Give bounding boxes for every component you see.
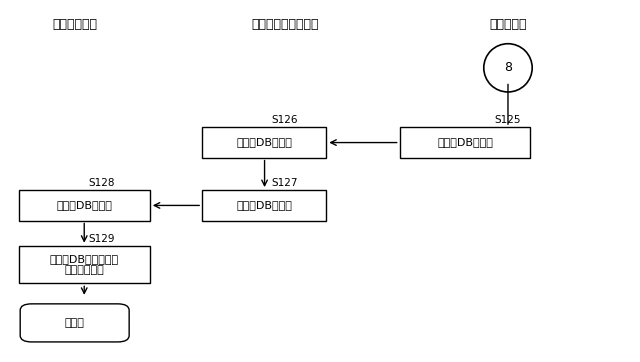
Text: 携帯端末装置: 携帯端末装置: [52, 17, 97, 30]
Text: S128: S128: [89, 178, 115, 188]
Text: S125: S125: [495, 115, 521, 125]
Text: 端末数DBを出力: 端末数DBを出力: [236, 200, 292, 210]
Text: 端末数DBを取得: 端末数DBを取得: [236, 138, 292, 147]
FancyBboxPatch shape: [399, 127, 531, 157]
FancyBboxPatch shape: [19, 246, 150, 283]
Text: S127: S127: [272, 178, 298, 188]
Text: 端末数DBを取得: 端末数DBを取得: [56, 200, 113, 210]
Text: S129: S129: [89, 234, 115, 244]
Text: 端末数DBを出力: 端末数DBを出力: [437, 138, 493, 147]
FancyBboxPatch shape: [19, 190, 150, 220]
Text: サーバ装置: サーバ装置: [489, 17, 527, 30]
FancyBboxPatch shape: [202, 127, 326, 157]
Text: エンド: エンド: [65, 318, 84, 328]
Text: コンテンツ出力装置: コンテンツ出力装置: [252, 17, 319, 30]
FancyBboxPatch shape: [20, 304, 129, 342]
Text: S126: S126: [272, 115, 298, 125]
FancyBboxPatch shape: [202, 190, 326, 220]
Text: 8: 8: [504, 61, 512, 74]
Text: 端末数DBに基づいて
表示部に出力: 端末数DBに基づいて 表示部に出力: [50, 254, 119, 275]
